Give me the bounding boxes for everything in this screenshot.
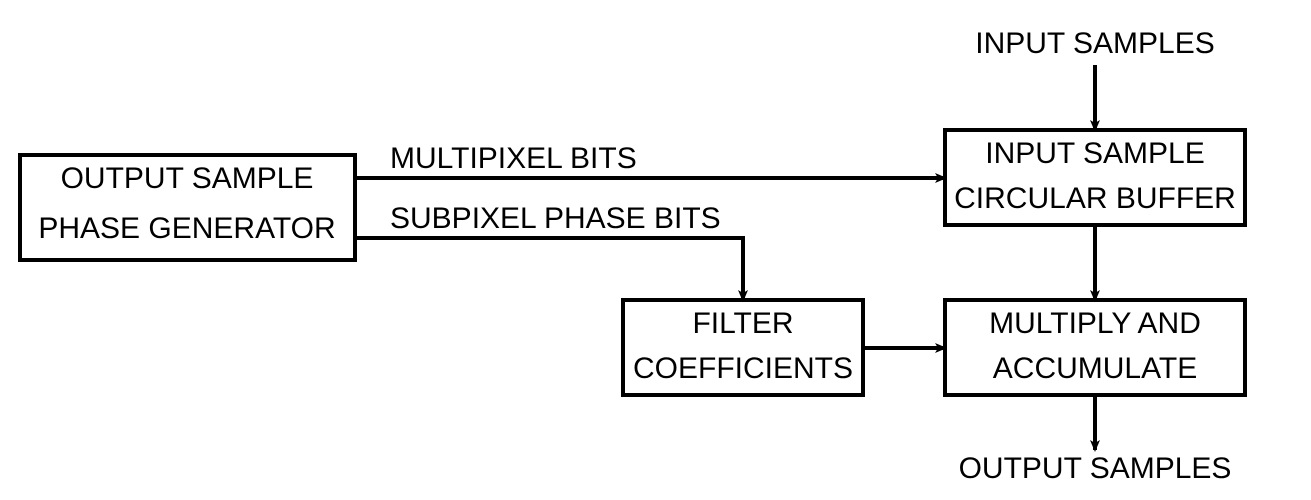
block-diagram: OUTPUT SAMPLE PHASE GENERATOR FILTER COE… xyxy=(0,0,1311,500)
label-multipixel: MULTIPIXEL BITS xyxy=(390,142,637,175)
svg-text:COEFFICIENTS: COEFFICIENTS xyxy=(633,352,853,385)
svg-text:MULTIPLY AND: MULTIPLY AND xyxy=(989,307,1201,340)
label-subpixel: SUBPIXEL PHASE BITS xyxy=(390,202,721,235)
node-phase-generator: OUTPUT SAMPLE PHASE GENERATOR xyxy=(20,155,355,260)
label-output-samples: OUTPUT SAMPLES xyxy=(959,452,1232,485)
svg-text:PHASE GENERATOR: PHASE GENERATOR xyxy=(38,212,335,245)
svg-text:ACCUMULATE: ACCUMULATE xyxy=(993,352,1197,385)
svg-text:INPUT SAMPLE: INPUT SAMPLE xyxy=(985,137,1205,170)
node-filter-coefficients: FILTER COEFFICIENTS xyxy=(623,300,863,395)
label-input-samples: INPUT SAMPLES xyxy=(975,27,1215,60)
edge-subpixel xyxy=(355,238,743,300)
node-circular-buffer: INPUT SAMPLE CIRCULAR BUFFER xyxy=(945,130,1245,225)
svg-text:CIRCULAR BUFFER: CIRCULAR BUFFER xyxy=(954,182,1236,215)
svg-text:FILTER: FILTER xyxy=(692,307,793,340)
svg-text:OUTPUT SAMPLE: OUTPUT SAMPLE xyxy=(61,162,314,195)
node-multiply-accumulate: MULTIPLY AND ACCUMULATE xyxy=(945,300,1245,395)
